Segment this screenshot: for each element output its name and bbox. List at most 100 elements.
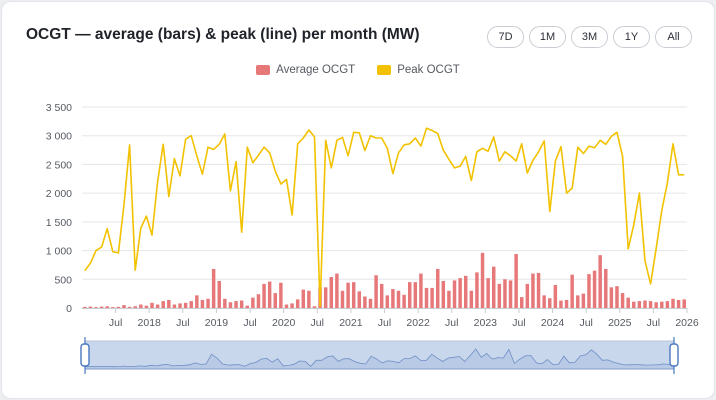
x-tick-label: 2019 xyxy=(205,317,229,329)
bar-average xyxy=(587,274,591,308)
bar-average xyxy=(514,254,518,308)
bar-average xyxy=(385,295,390,308)
bar-average xyxy=(469,290,474,308)
bar-average xyxy=(307,290,311,308)
bar-average xyxy=(105,306,109,308)
bar-average xyxy=(682,299,686,308)
range-button-3m[interactable]: 3M xyxy=(571,26,608,48)
bar-average xyxy=(643,300,647,308)
x-tick-label: 2024 xyxy=(541,317,565,329)
bar-average xyxy=(497,283,502,308)
bar-average xyxy=(83,306,87,308)
y-tick-label: 1 500 xyxy=(46,217,72,229)
bar-average xyxy=(553,285,558,308)
bar-average xyxy=(312,306,317,308)
navigator-handle-right[interactable] xyxy=(669,337,679,374)
bar-average xyxy=(329,276,334,308)
bar-average xyxy=(592,270,597,308)
bar-average xyxy=(671,298,675,308)
bar-average xyxy=(604,268,608,308)
bar-average xyxy=(133,306,137,308)
bar-average xyxy=(116,306,121,308)
bar-average xyxy=(234,301,238,308)
range-button-7d[interactable]: 7D xyxy=(487,26,524,48)
bar-average xyxy=(111,307,115,308)
bar-average xyxy=(475,272,479,308)
bar-average xyxy=(654,302,658,308)
bar-average xyxy=(637,301,642,308)
bar-average xyxy=(183,302,188,308)
range-button-all[interactable]: All xyxy=(655,26,692,48)
bar-average xyxy=(570,274,574,308)
bar-average xyxy=(211,268,216,308)
bar-average xyxy=(88,306,93,308)
bar-average xyxy=(290,303,294,308)
bar-average xyxy=(458,278,462,308)
legend-item-peak[interactable]: Peak OCGT xyxy=(377,64,460,76)
legend-item-average[interactable]: Average OCGT xyxy=(256,64,355,76)
x-tick-label: Jul xyxy=(243,317,256,329)
bar-average xyxy=(452,280,457,308)
bar-average xyxy=(245,305,249,308)
y-tick-label: 2 000 xyxy=(46,188,72,200)
bar-average xyxy=(463,275,468,308)
bar-average xyxy=(407,282,412,308)
bar-average xyxy=(413,282,418,308)
x-tick-label: Jul xyxy=(378,317,391,329)
x-tick-label: 2022 xyxy=(406,317,430,329)
bar-average xyxy=(262,283,266,308)
bar-average xyxy=(508,280,513,308)
y-tick-label: 0 xyxy=(66,303,72,315)
bar-average xyxy=(267,281,272,308)
range-button-1y[interactable]: 1Y xyxy=(613,26,650,48)
x-tick-label: 2018 xyxy=(138,317,162,329)
bar-average xyxy=(665,301,670,308)
bar-average xyxy=(525,283,530,308)
y-tick-label: 1 000 xyxy=(46,246,72,258)
bar-average xyxy=(189,301,193,308)
chart-title: OCGT — average (bars) & peak (line) per … xyxy=(26,26,420,43)
range-button-1m[interactable]: 1M xyxy=(529,26,566,48)
bar-average xyxy=(391,289,395,308)
bar-average xyxy=(503,279,507,308)
x-tick-label: Jul xyxy=(311,317,324,329)
bar-average xyxy=(520,297,524,308)
x-tick-label: 2021 xyxy=(339,317,363,329)
legend-label-average: Average OCGT xyxy=(276,64,356,76)
bar-average xyxy=(139,304,143,308)
bar-average xyxy=(620,293,625,308)
bar-average xyxy=(363,296,367,308)
y-tick-label: 2 500 xyxy=(46,159,72,171)
x-tick-label: 2023 xyxy=(474,317,498,329)
legend-label-peak: Peak OCGT xyxy=(397,64,460,76)
navigator-series xyxy=(84,348,675,370)
bar-average xyxy=(424,287,429,308)
x-tick-label: Jul xyxy=(109,317,122,329)
bar-average xyxy=(195,295,199,308)
x-tick-label: Jul xyxy=(445,317,458,329)
bar-average xyxy=(323,287,328,308)
bar-average xyxy=(155,304,160,308)
bar-average xyxy=(374,275,378,308)
bar-average xyxy=(548,298,552,308)
bar-average xyxy=(206,298,210,308)
x-tick-label: Jul xyxy=(512,317,525,329)
bar-average xyxy=(441,281,446,308)
bar-average xyxy=(284,304,289,308)
bar-average xyxy=(228,302,233,308)
bar-average xyxy=(491,266,496,308)
bar-average xyxy=(564,299,569,308)
bar-average xyxy=(178,303,182,308)
bar-average xyxy=(256,294,261,308)
bar-average xyxy=(167,299,171,308)
bar-average xyxy=(94,307,98,308)
x-tick-label: 2025 xyxy=(608,317,632,329)
bar-average xyxy=(676,299,681,308)
x-tick-label: Jul xyxy=(176,317,189,329)
navigator-handle-left[interactable] xyxy=(80,337,90,374)
bar-average xyxy=(295,299,300,308)
bar-average xyxy=(144,305,149,308)
bar-average xyxy=(402,294,406,308)
legend-swatch-average xyxy=(256,65,271,75)
